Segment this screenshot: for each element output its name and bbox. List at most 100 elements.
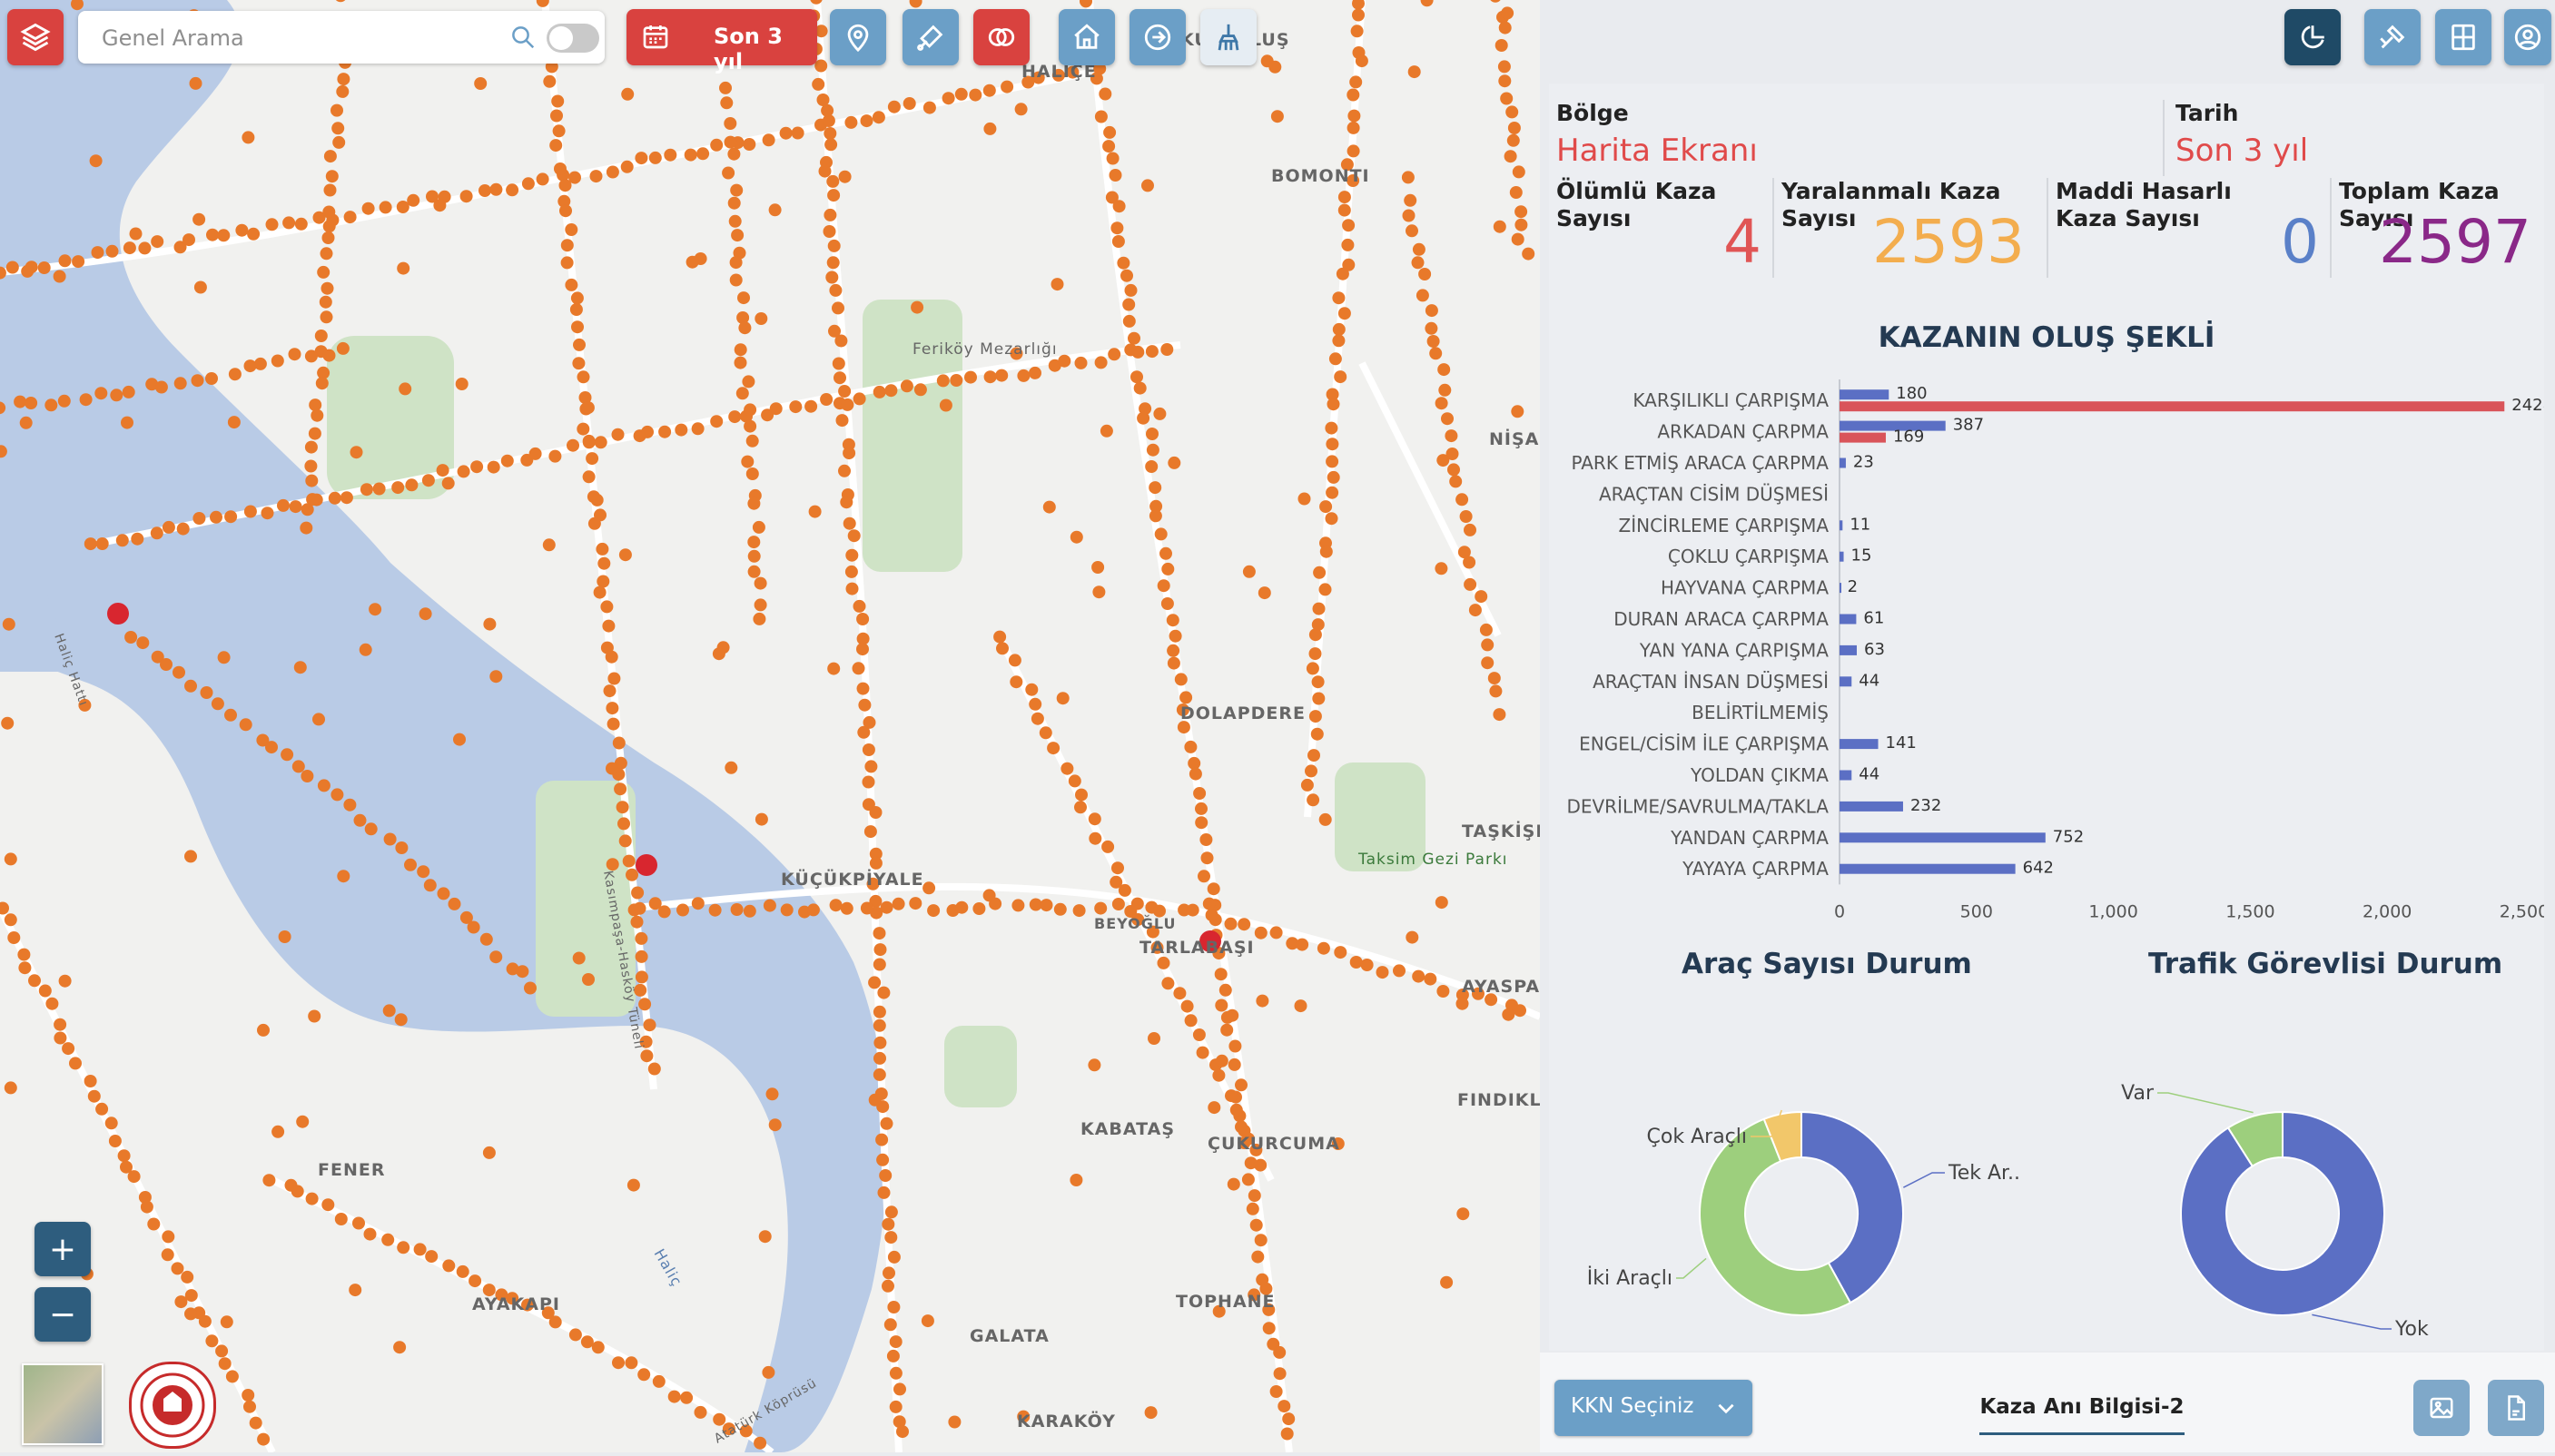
accident-marker — [1412, 969, 1425, 983]
accident-marker — [873, 943, 887, 957]
user-account-button[interactable] — [2504, 9, 2551, 65]
accident-marker — [1262, 1322, 1276, 1335]
accident-marker — [419, 607, 432, 621]
accident-marker — [1109, 169, 1122, 182]
accident-marker — [612, 1356, 625, 1370]
accident-marker — [611, 428, 625, 441]
bar-value-label: 15 — [1851, 546, 1872, 566]
zoom-in-button[interactable]: + — [35, 1222, 91, 1276]
zoom-out-button[interactable]: − — [35, 1287, 91, 1342]
accident-marker — [397, 261, 410, 275]
navigate-button[interactable] — [1130, 9, 1186, 65]
accident-marker — [1200, 851, 1214, 865]
map-label: AYAKAPI — [472, 1294, 560, 1314]
accident-marker — [768, 1118, 782, 1132]
search-icon[interactable] — [509, 24, 537, 51]
minimap-thumbnail[interactable] — [22, 1363, 104, 1445]
accident-marker — [1404, 193, 1417, 207]
date-range-button[interactable]: Son 3 yıl — [626, 9, 817, 74]
map-label: AYASPA — [1462, 977, 1540, 997]
map-canvas[interactable]: KURTULUŞ BOMONTI Feriköy Mezarlığı NİŞAN… — [0, 0, 2106, 1456]
accident-marker — [922, 881, 936, 895]
fatal-accident-marker[interactable] — [1199, 930, 1221, 952]
label-leader-line — [1903, 1172, 1945, 1188]
accident-marker — [1254, 1158, 1268, 1172]
golden-horn-lower — [0, 508, 73, 672]
map[interactable]: KURTULUŞ BOMONTI Feriköy Mezarlığı NİŞAN… — [0, 0, 2106, 1456]
accident-marker — [217, 651, 231, 664]
map-label: TARLABAŞI — [1139, 938, 1255, 958]
accident-marker — [300, 521, 313, 535]
accident-marker — [5, 261, 19, 274]
accident-marker — [1092, 585, 1106, 599]
accident-marker — [559, 204, 572, 218]
accident-marker — [467, 920, 480, 934]
accident-marker — [343, 798, 357, 812]
accident-marker — [832, 357, 845, 370]
accident-marker — [641, 425, 654, 438]
vehicle-count-donut-chart[interactable]: Tek Ar... İki Araçlı Çok Araçlı — [1549, 991, 2021, 1336]
accident-marker — [1493, 220, 1506, 233]
accident-marker — [58, 254, 72, 268]
location-button[interactable] — [830, 9, 886, 65]
accident-marker — [536, 172, 549, 186]
tab-kaza-ani-bilgisi-2[interactable]: Kaza Anı Bilgisi-2 — [1979, 1389, 2185, 1435]
search-input[interactable] — [100, 20, 503, 56]
fatal-accident-marker[interactable] — [107, 603, 129, 625]
export-image-button[interactable] — [2413, 1380, 2470, 1436]
accident-marker — [320, 310, 333, 324]
accident-marker — [1332, 291, 1346, 305]
x-tick-label: 500 — [1960, 901, 1993, 921]
map-label: FENER — [318, 1160, 385, 1180]
draw-route-button[interactable] — [903, 9, 959, 65]
accident-marker — [605, 650, 618, 664]
accident-marker — [582, 470, 596, 484]
accident-marker — [1161, 562, 1175, 576]
statistics-button[interactable] — [2284, 9, 2341, 65]
donut-slice — [2180, 1110, 2385, 1316]
layers-button[interactable] — [7, 9, 64, 65]
slice-label: İki Araçlı — [1587, 1266, 1672, 1290]
kkn-select[interactable]: KKN Seçiniz — [1554, 1380, 1752, 1436]
accident-marker — [160, 658, 173, 671]
accident-marker — [806, 903, 820, 917]
accident-marker — [1440, 1275, 1454, 1289]
accident-marker — [614, 782, 627, 796]
accident-marker — [577, 422, 590, 436]
accident-marker — [1039, 726, 1052, 740]
accident-marker — [845, 548, 859, 562]
accident-marker — [4, 852, 17, 866]
accident-marker — [552, 124, 566, 138]
accident-marker — [1188, 756, 1201, 770]
accident-marker — [639, 1035, 653, 1048]
accident-marker — [1328, 352, 1342, 366]
accident-marker — [1325, 421, 1338, 435]
accident-marker — [816, 93, 830, 106]
accident-type-bar-chart[interactable]: KARŞILIKLI ÇARPIŞMA 180 2428 ARKADAN ÇARPMA… — [1549, 367, 2544, 930]
accident-marker — [1051, 68, 1065, 82]
label-leader-line — [1751, 1109, 1782, 1137]
accident-marker — [1350, 25, 1364, 38]
accident-marker — [747, 549, 761, 563]
category-label: ÇOKLU ÇARPIŞMA — [1668, 546, 1829, 567]
map-label: KÜÇÜKPİYALE — [781, 868, 924, 890]
accident-marker — [729, 256, 743, 270]
clean-button[interactable] — [1200, 9, 1257, 65]
accident-marker — [1008, 654, 1021, 667]
accident-marker — [58, 974, 72, 988]
accident-marker — [565, 223, 578, 236]
layers-icon — [19, 21, 52, 54]
accident-marker — [1340, 158, 1354, 172]
layout-button[interactable] — [2435, 9, 2491, 65]
tools-button[interactable] — [2364, 9, 2421, 65]
traffic-officer-donut-chart[interactable]: Yok Var — [2030, 991, 2539, 1336]
home-button[interactable] — [1059, 9, 1115, 65]
search-toggle[interactable] — [547, 24, 599, 53]
accident-marker — [1202, 897, 1216, 910]
accident-marker — [737, 291, 750, 305]
intersect-button[interactable] — [973, 9, 1030, 65]
accident-marker — [1286, 937, 1299, 950]
export-pdf-button[interactable] — [2488, 1380, 2544, 1436]
accident-marker — [557, 194, 571, 208]
fatal-accident-marker[interactable] — [636, 854, 657, 876]
